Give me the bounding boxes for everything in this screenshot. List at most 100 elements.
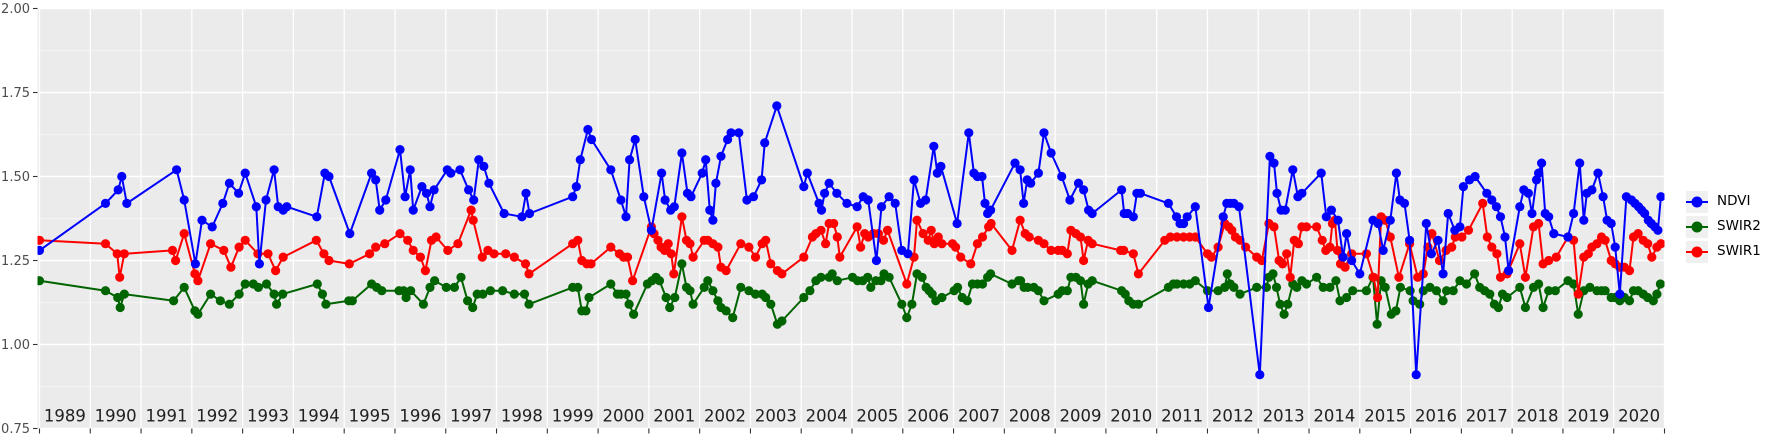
data-point-ndvi [1065,195,1075,205]
data-point-swir2 [902,313,912,323]
data-point-swir1 [586,259,596,269]
x-tick-label: 2018 [1517,407,1559,426]
data-point-swir1 [832,232,842,242]
data-point-swir1 [1325,242,1335,252]
data-point-swir2 [1442,286,1452,296]
data-point-ndvi [1575,158,1585,168]
data-point-ndvi [606,165,616,175]
data-point-ndvi [261,195,271,205]
data-point-ndvi [1297,188,1307,198]
data-point-swir1 [100,239,111,249]
legend-item-swir1: SWIR1 [1686,241,1761,263]
data-point-swir2 [736,282,746,292]
x-tick-label: 2008 [1009,407,1051,426]
data-point-ndvi [977,171,987,182]
data-point-swir1 [524,269,534,279]
data-point-swir1 [799,252,809,262]
data-point-swir1 [622,252,633,262]
data-point-swir2 [750,289,761,299]
data-point-swir1 [1368,272,1379,282]
data-point-swir1 [951,242,961,252]
data-point-swir1 [240,235,250,245]
legend: NDVI SWIR2 SWIR1 [1686,191,1761,266]
data-point-ndvi [100,198,111,208]
data-point-swir2 [1172,279,1182,289]
data-point-swir2 [1190,276,1200,286]
data-point-swir2 [1348,286,1358,296]
data-point-swir1 [677,212,687,222]
data-point-swir2 [1342,292,1352,303]
data-point-swir2 [665,302,675,313]
y-tick-label: 1.00 [1,338,30,353]
legend-label: SWIR2 [1717,218,1761,235]
data-point-swir1 [1128,249,1138,259]
data-point-swir1 [966,259,976,269]
data-point-swir1 [1551,252,1561,262]
data-point-ndvi [1015,165,1025,175]
data-point-swir1 [371,242,381,252]
data-point-swir1 [1457,232,1467,242]
data-point-swir2 [463,296,473,306]
data-point-ndvi [408,205,418,215]
data-point-ndvi [657,168,667,178]
x-tick-label: 2004 [806,407,848,426]
data-point-ndvi [686,192,696,202]
data-point-ndvi [748,192,759,202]
data-point-swir2 [1448,286,1458,296]
data-point-swir2 [1325,282,1335,292]
data-point-ndvi [1421,218,1431,229]
data-point-ndvi [367,168,377,178]
data-point-swir1 [816,225,826,235]
data-point-swir2 [100,286,111,296]
data-point-swir1 [431,232,441,242]
data-point-ndvi [172,165,182,175]
data-point-ndvi [1598,192,1608,202]
data-point-ndvi [1579,215,1589,225]
data-point-ndvi [1482,188,1492,198]
data-point-ndvi [884,192,894,202]
data-point-ndvi [1411,370,1421,380]
data-point-swir1 [501,249,511,259]
data-point-swir1 [1172,232,1182,242]
data-point-swir2 [581,306,591,316]
data-point-swir2 [832,276,842,286]
data-point-ndvi [179,195,189,205]
data-point-ndvi [197,215,207,225]
data-point-swir2 [37,276,45,286]
x-tick-label: 2000 [602,407,644,426]
data-point-swir2 [962,296,972,306]
data-point-swir2 [621,289,631,299]
series-ndvi [37,101,1665,380]
data-point-swir2 [917,272,927,282]
data-point-swir2 [240,279,250,289]
data-point-ndvi [929,141,939,151]
data-point-swir1 [1317,235,1327,245]
data-point-ndvi [1073,178,1084,188]
data-point-swir1 [403,235,413,245]
data-point-swir2 [703,276,713,286]
y-tick-label: 1.75 [1,86,30,101]
data-point-swir2 [169,296,179,306]
data-point-swir2 [654,276,665,286]
series-swir2 [37,259,1665,329]
data-point-ndvi [1182,212,1192,222]
data-point-swir2 [1222,269,1232,279]
data-point-swir2 [1600,286,1610,296]
x-tick-label: 2009 [1060,407,1102,426]
data-point-swir2 [1372,319,1382,329]
data-point-ndvi [1265,151,1275,161]
x-tick-label: 2017 [1466,407,1508,426]
data-point-ndvi [345,229,355,239]
data-point-swir1 [206,239,216,249]
x-tick-label: 2015 [1364,407,1406,426]
data-point-ndvi [1087,208,1097,219]
data-point-swir2 [1438,296,1448,306]
x-tick-label: 1994 [298,407,340,426]
y-tick-label: 2.00 [1,2,30,17]
data-point-swir2 [1279,309,1289,319]
data-point-swir2 [449,282,459,292]
data-point-ndvi [395,145,405,155]
data-point-ndvi [799,182,809,192]
data-point-ndvi [980,198,990,208]
data-point-swir2 [215,296,225,306]
